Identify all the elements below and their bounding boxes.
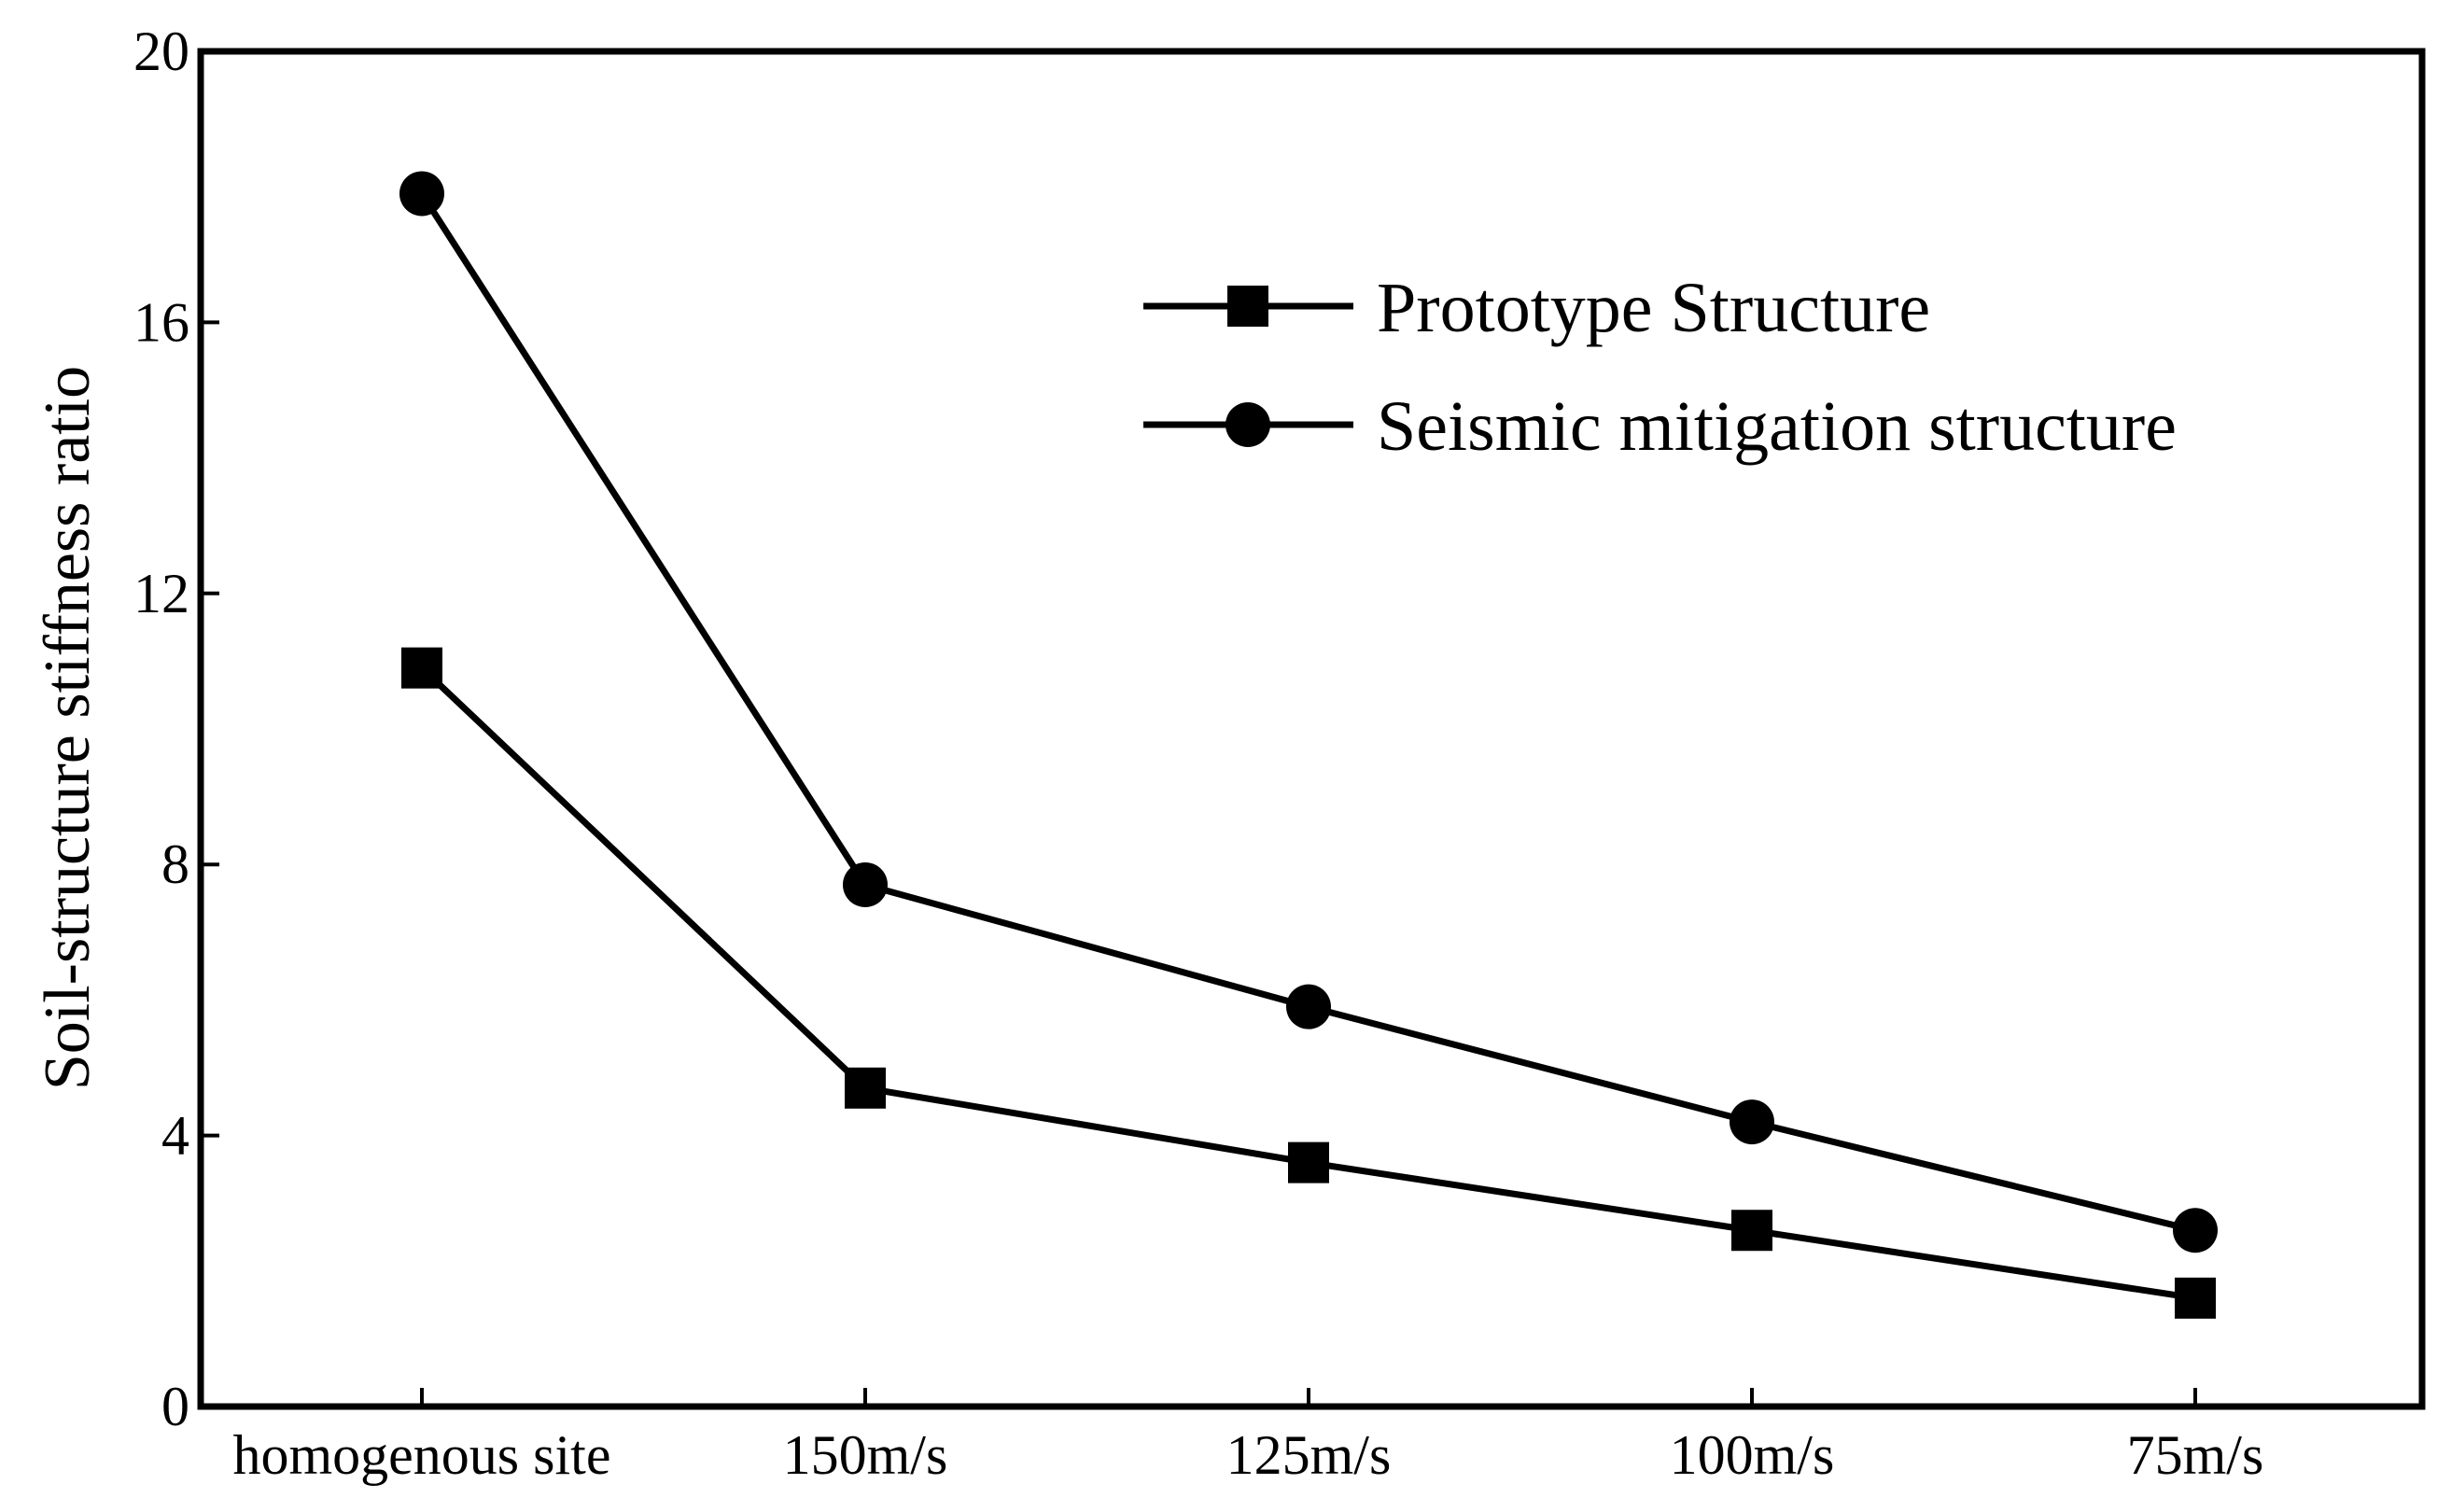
- square-marker: [1731, 1210, 1772, 1252]
- square-marker: [2175, 1277, 2216, 1319]
- y-axis-label: Soil-structure stiffness ratio: [32, 366, 104, 1090]
- x-tick-label: homogenous site: [233, 1424, 611, 1486]
- x-tick-label: 75m/s: [2127, 1424, 2264, 1486]
- series-lines: [419, 191, 2196, 1302]
- x-tick-label: 125m/s: [1226, 1424, 1392, 1486]
- circle-marker: [843, 861, 888, 907]
- circle-marker: [1286, 984, 1331, 1029]
- square-marker: [1288, 1141, 1329, 1183]
- y-tick-label: 4: [161, 1105, 189, 1167]
- y-tick-label: 0: [161, 1376, 189, 1437]
- x-tick-label: 150m/s: [783, 1424, 948, 1486]
- circle-marker: [399, 171, 444, 217]
- y-tick-label: 16: [133, 291, 189, 353]
- series-line-1: [419, 665, 2196, 1302]
- y-tick-label: 20: [133, 21, 189, 82]
- legend-label: Prototype Structure: [1377, 269, 1930, 347]
- plot-frame: [197, 48, 2426, 1410]
- series-line-2: [419, 191, 2196, 1234]
- axis-ticks: 0 4 8 12 16 20 homogenous site 150m/s 125m/s 100m…: [133, 21, 2263, 1486]
- legend-square-marker: [1227, 286, 1268, 327]
- circle-marker: [2173, 1208, 2218, 1253]
- x-tick-label: 100m/s: [1670, 1424, 1835, 1486]
- y-tick-label: 12: [133, 563, 189, 624]
- legend: Prototype Structure Seismic mitigation st…: [1143, 269, 2177, 466]
- legend-circle-marker: [1226, 402, 1270, 447]
- square-marker: [401, 647, 442, 689]
- legend-label: Seismic mitigation structure: [1377, 387, 2177, 466]
- series-markers: [399, 171, 2218, 1319]
- circle-marker: [1730, 1099, 1774, 1145]
- y-tick-label: 8: [161, 833, 189, 895]
- square-marker: [845, 1067, 886, 1109]
